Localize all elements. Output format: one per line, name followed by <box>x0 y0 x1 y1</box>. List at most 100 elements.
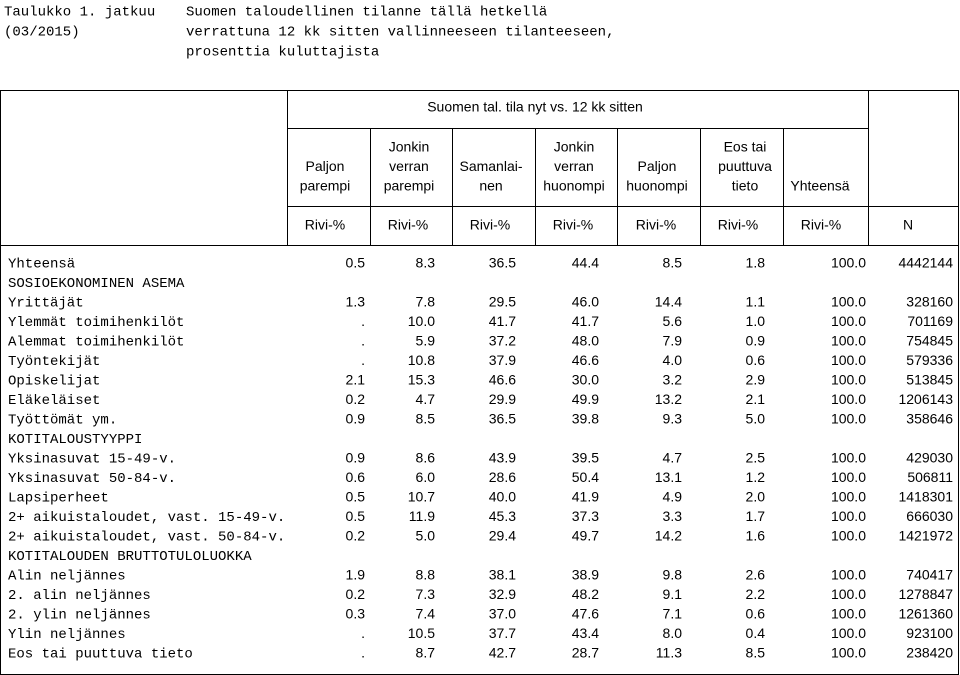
cell: 9.3 <box>663 411 683 427</box>
cell: 4.0 <box>663 352 683 368</box>
cell: 0.5 <box>346 508 366 524</box>
cell: 14.4 <box>655 294 682 310</box>
cell: 2.6 <box>746 567 766 583</box>
cell: 2.1 <box>746 391 766 407</box>
cell: 1.6 <box>746 528 766 544</box>
cell: 10.8 <box>408 352 435 368</box>
cell: 43.9 <box>489 450 516 466</box>
column-header: nen <box>479 178 502 194</box>
cell: 7.4 <box>416 606 436 622</box>
cell: 42.7 <box>489 645 516 661</box>
cell: 8.5 <box>663 255 683 271</box>
cell: 9.8 <box>663 567 683 583</box>
row-label: 2+ aikuistaloudet, vast. 15-49-v. <box>8 510 285 526</box>
cell: . <box>361 645 365 661</box>
cell: 10.7 <box>408 489 435 505</box>
cell: 100.0 <box>831 372 866 388</box>
cell: 7.1 <box>663 606 683 622</box>
cell: 1421972 <box>898 528 953 544</box>
cell: 10.0 <box>408 313 435 329</box>
cell: 0.4 <box>746 625 766 641</box>
row-label: KOTITALOUDEN BRUTTOTULOLUOKKA <box>8 549 252 565</box>
cell: 8.5 <box>416 411 436 427</box>
cell: 0.9 <box>746 333 766 349</box>
header-left: Taulukko 1. jatkuu <box>4 5 155 21</box>
row-label: Yhteensä <box>8 257 75 273</box>
unit-label: Rivi-% <box>553 217 593 233</box>
cell: 0.2 <box>346 391 366 407</box>
column-header: tieto <box>732 178 759 194</box>
row-label: Ylin neljännes <box>8 627 126 643</box>
cell: 39.8 <box>572 411 599 427</box>
cell: 100.0 <box>831 586 866 602</box>
row-label: 2+ aikuistaloudet, vast. 50-84-v. <box>8 530 285 546</box>
column-header: verran <box>554 158 594 174</box>
column-header: huonompi <box>543 178 605 194</box>
cell: 7.8 <box>416 294 436 310</box>
row-label: Yksinasuvat 15-49-v. <box>8 452 176 468</box>
row-label: Työttömät ym. <box>8 413 117 429</box>
cell: 37.7 <box>489 625 516 641</box>
row-label: Eos tai puuttuva tieto <box>8 647 193 663</box>
cell: 100.0 <box>831 606 866 622</box>
cell: 100.0 <box>831 391 866 407</box>
cell: 10.5 <box>408 625 435 641</box>
unit-label: Rivi-% <box>636 217 676 233</box>
cell: 49.7 <box>572 528 599 544</box>
cell: 0.5 <box>346 255 366 271</box>
row-label: 2. alin neljännes <box>8 588 151 604</box>
cell: 8.3 <box>416 255 436 271</box>
cell: 43.4 <box>572 625 599 641</box>
cell: 4.7 <box>416 391 436 407</box>
cell: 29.9 <box>489 391 516 407</box>
cell: 1.1 <box>746 294 766 310</box>
cell: 7.9 <box>663 333 683 349</box>
cell: 29.5 <box>489 294 516 310</box>
cell: 1.2 <box>746 469 766 485</box>
cell: 47.6 <box>572 606 599 622</box>
row-label: 2. ylin neljännes <box>8 608 151 624</box>
cell: 8.7 <box>416 645 436 661</box>
cell: 8.8 <box>416 567 436 583</box>
cell: 1.9 <box>346 567 366 583</box>
cell: 740417 <box>906 567 953 583</box>
cell: 37.3 <box>572 508 599 524</box>
cell: 13.1 <box>655 469 682 485</box>
cell: 29.4 <box>489 528 516 544</box>
cell: 48.2 <box>572 586 599 602</box>
row-label: Ylemmät toimihenkilöt <box>8 315 184 331</box>
row-label: Yrittäjät <box>8 296 84 312</box>
unit-label: Rivi-% <box>718 217 758 233</box>
cell: 1206143 <box>898 391 953 407</box>
cell: 40.0 <box>489 489 516 505</box>
cell: 1418301 <box>898 489 953 505</box>
cell: 11.9 <box>409 508 435 524</box>
cell: 100.0 <box>831 645 866 661</box>
cell: 0.2 <box>346 528 366 544</box>
cell: 41.7 <box>489 313 516 329</box>
column-header: Yhteensä <box>790 178 849 194</box>
header-right: Suomen taloudellinen tilanne tällä hetke… <box>186 5 547 21</box>
cell: 30.0 <box>572 372 599 388</box>
cell: 328160 <box>906 294 953 310</box>
cell: 1.3 <box>346 294 366 310</box>
cell: 0.6 <box>746 352 766 368</box>
row-label: Alin neljännes <box>8 569 126 585</box>
cell: 5.9 <box>416 333 436 349</box>
column-header: Eos tai <box>724 139 767 155</box>
cell: 32.9 <box>489 586 516 602</box>
cell: 923100 <box>906 625 953 641</box>
row-label: Työntekijät <box>8 354 100 370</box>
column-header: Paljon <box>306 158 345 174</box>
cell: 4442144 <box>898 255 953 271</box>
cell: 6.0 <box>416 469 436 485</box>
cell: 100.0 <box>831 567 866 583</box>
cell: 358646 <box>906 411 953 427</box>
cell: 4.9 <box>663 489 683 505</box>
column-header: Jonkin <box>554 139 594 155</box>
row-label: Lapsiperheet <box>8 491 109 507</box>
cell: 0.5 <box>346 489 366 505</box>
cell: 49.9 <box>572 391 599 407</box>
cell: 100.0 <box>831 450 866 466</box>
cell: . <box>361 625 365 641</box>
